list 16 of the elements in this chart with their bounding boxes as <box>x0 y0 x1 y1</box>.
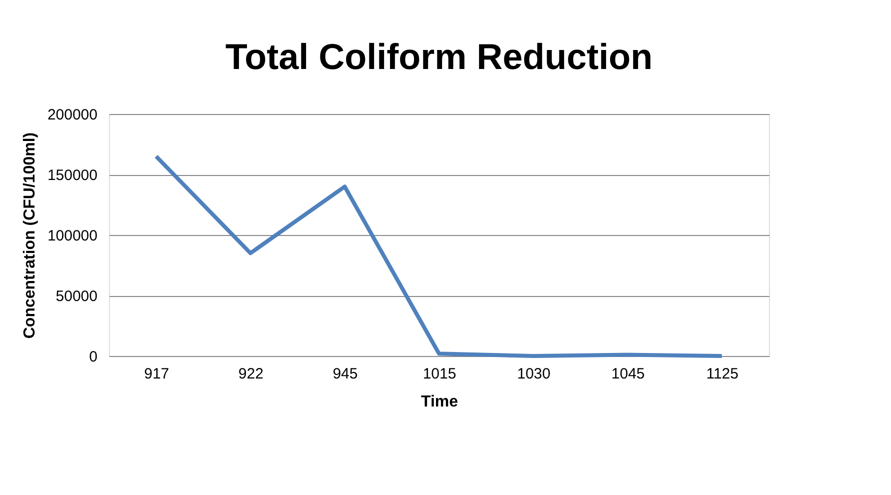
x-tick-label: 922 <box>238 366 264 382</box>
x-tick-label: 945 <box>332 366 358 382</box>
x-tick-label: 1045 <box>611 366 645 382</box>
y-tick-label: 200000 <box>47 106 98 124</box>
x-tick-label: 917 <box>144 366 170 382</box>
line-series <box>154 154 724 358</box>
y-tick-label: 0 <box>89 348 98 366</box>
y-tick-label: 100000 <box>47 228 98 244</box>
x-tick-label: 1030 <box>517 366 550 382</box>
x-tick-label: 1015 <box>422 366 456 382</box>
y-tick-label: 150000 <box>47 167 98 184</box>
y-axis-title: Concentration (CFU/100ml) <box>21 132 38 339</box>
x-axis-title: Time <box>420 394 458 410</box>
x-tick-label: 1125 <box>706 366 738 382</box>
chart-title: Total Coliform Reduction <box>225 36 653 77</box>
y-tick-label: 50000 <box>56 288 98 305</box>
